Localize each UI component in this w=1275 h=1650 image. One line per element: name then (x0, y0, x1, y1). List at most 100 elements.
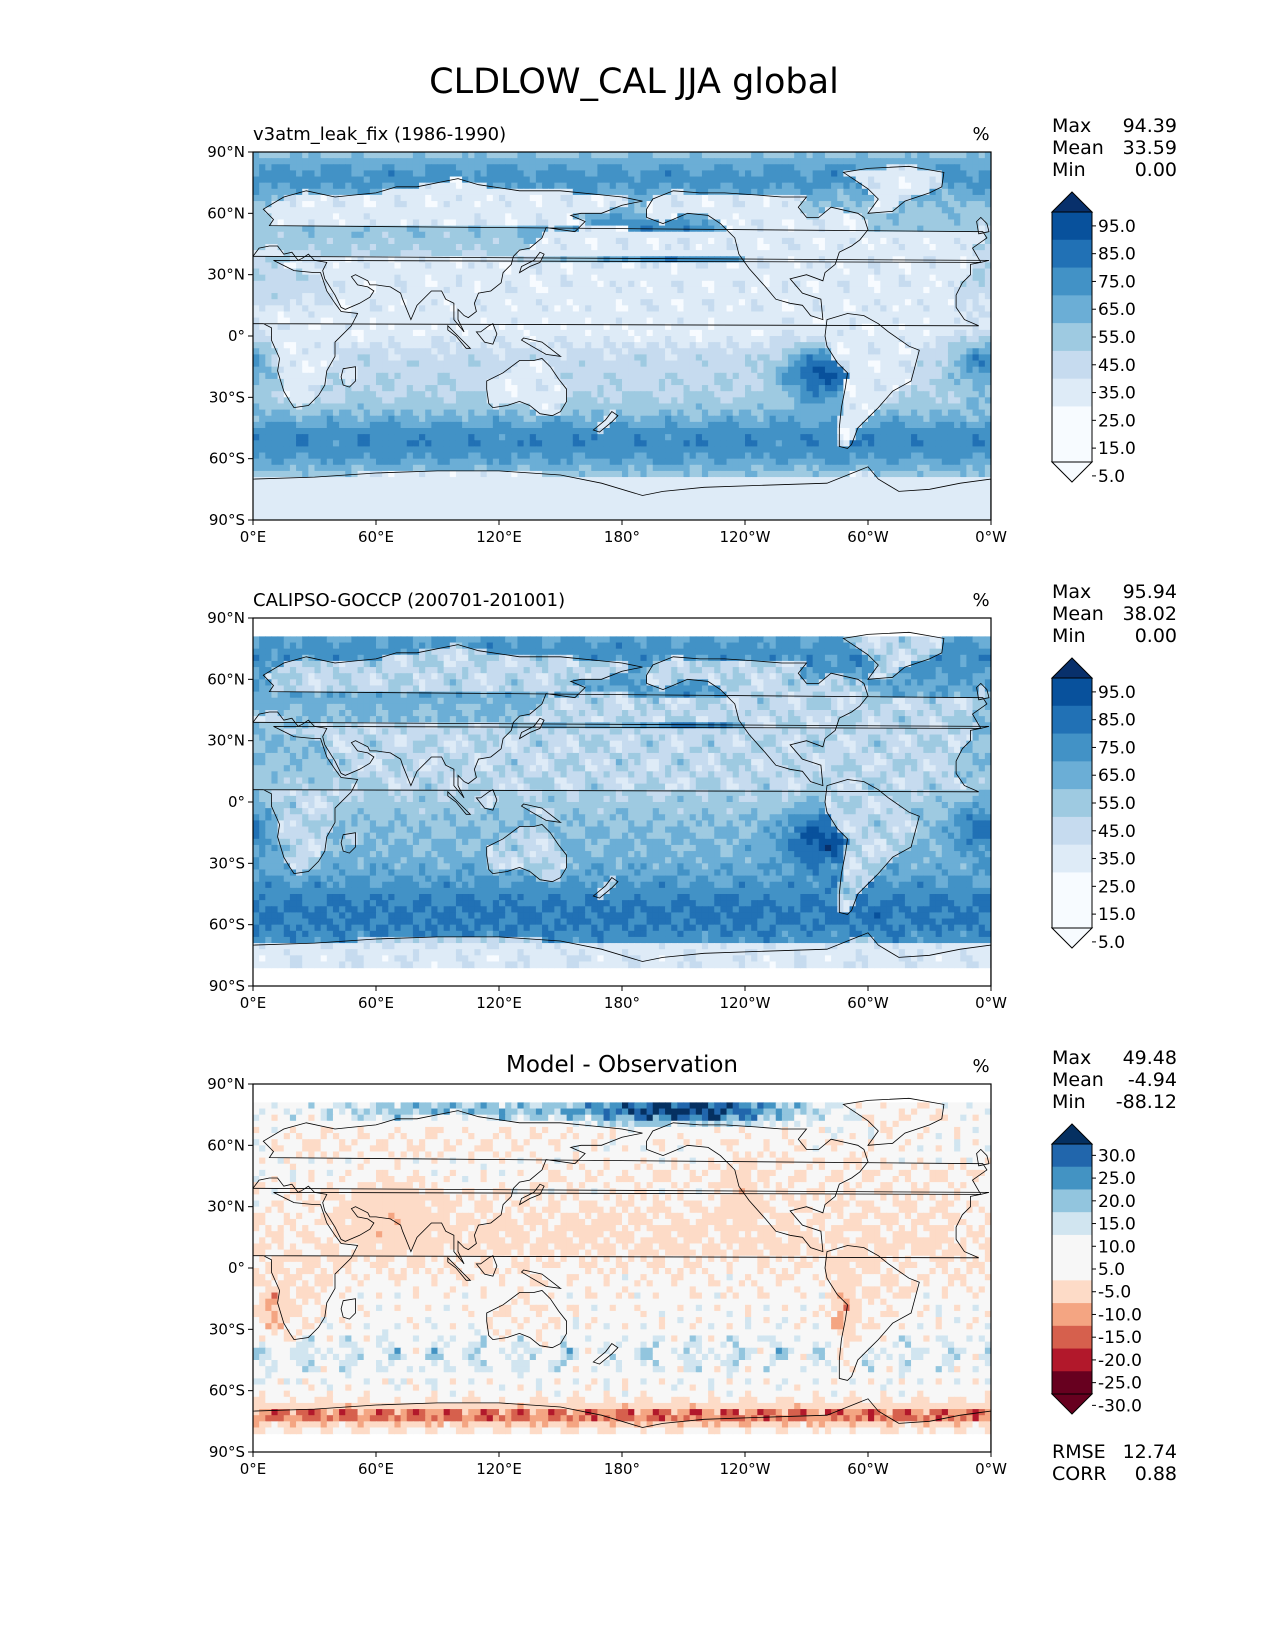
grid-cell (898, 219, 906, 227)
grid-cell (523, 182, 531, 190)
grid-cell (554, 385, 562, 392)
grid-cell (382, 213, 389, 221)
grid-cell (283, 176, 291, 184)
grid-cell (554, 164, 562, 171)
grid-cell (357, 262, 365, 270)
grid-cell (412, 231, 420, 239)
grid-cell (714, 323, 721, 331)
grid-cell (615, 164, 623, 171)
grid-cell (941, 336, 949, 343)
grid-cell (480, 207, 488, 214)
grid-cell (462, 262, 469, 270)
grid-cell (935, 348, 943, 355)
grid-cell (332, 244, 340, 251)
grid-cell (277, 293, 285, 300)
grid-cell (677, 194, 685, 202)
grid-cell (523, 354, 531, 362)
grid-cell (732, 342, 740, 349)
grid-cell (296, 385, 303, 392)
grid-cell (566, 170, 574, 178)
grid-cell (720, 391, 728, 398)
grid-cell (591, 194, 598, 202)
grid-cell (548, 225, 555, 233)
grid-cell (720, 170, 728, 178)
grid-cell (400, 329, 408, 337)
grid-cell (455, 317, 463, 325)
grid-cell (671, 231, 678, 239)
grid-cell (831, 152, 838, 159)
grid-cell (732, 305, 740, 313)
grid-cell (253, 305, 260, 313)
grid-cell (351, 207, 359, 214)
grid-cell (296, 244, 303, 251)
grid-cell (775, 274, 783, 282)
grid-cell (695, 207, 703, 214)
grid-cell (554, 360, 562, 368)
grid-cell (351, 299, 359, 306)
grid-cell (572, 360, 580, 368)
grid-cell (622, 164, 629, 171)
grid-cell (775, 329, 783, 337)
grid-cell (517, 403, 525, 411)
grid-cell (283, 201, 291, 208)
grid-cell (363, 385, 371, 392)
grid-cell (505, 323, 512, 331)
grid-cell (326, 391, 334, 398)
grid-cell (523, 286, 531, 294)
grid-cell (253, 286, 260, 294)
grid-cell (382, 323, 389, 331)
grid-cell (781, 268, 789, 276)
grid-cell (449, 256, 457, 263)
grid-cell (701, 336, 709, 343)
grid-cell (658, 299, 666, 306)
grid-cell (751, 348, 758, 355)
grid-cell (640, 336, 648, 343)
grid-cell (929, 201, 937, 208)
grid-cell (597, 237, 605, 245)
grid-cell (480, 280, 488, 288)
grid-cell (591, 207, 598, 214)
grid-cell (769, 391, 777, 398)
grid-cell (738, 317, 746, 325)
grid-cell (757, 194, 765, 202)
grid-cell (628, 360, 635, 368)
grid-cell (874, 213, 881, 221)
grid-cell (277, 237, 285, 245)
grid-cell (695, 182, 703, 190)
grid-cell (757, 225, 765, 233)
grid-cell (941, 378, 949, 386)
grid-cell (622, 237, 629, 245)
grid-cell (781, 378, 789, 386)
grid-cell (492, 342, 500, 349)
grid-cell (892, 323, 900, 331)
grid-cell (935, 391, 943, 398)
grid-cell (788, 237, 795, 245)
grid-cell (437, 152, 445, 159)
grid-cell (585, 274, 592, 282)
grid-cell (966, 194, 974, 202)
grid-cell (363, 213, 371, 221)
grid-cell (671, 378, 678, 386)
grid-cell (824, 280, 832, 288)
grid-cell (578, 311, 586, 319)
grid-cell (431, 311, 439, 319)
grid-cell (652, 194, 660, 202)
grid-cell (874, 329, 881, 337)
grid-cell (394, 268, 402, 276)
grid-cell (874, 250, 881, 257)
grid-cell (751, 262, 758, 270)
grid-cell (585, 391, 592, 398)
grid-cell (732, 219, 740, 227)
grid-cell (763, 317, 771, 325)
grid-cell (892, 158, 900, 165)
grid-cell (665, 305, 672, 313)
grid-cell (332, 225, 340, 233)
grid-cell (929, 250, 937, 257)
grid-cell (622, 366, 629, 374)
grid-cell (947, 164, 955, 171)
grid-cell (911, 336, 918, 343)
grid-cell (640, 280, 648, 288)
grid-cell (960, 397, 967, 405)
grid-cell (904, 176, 912, 184)
grid-cell (296, 274, 303, 282)
